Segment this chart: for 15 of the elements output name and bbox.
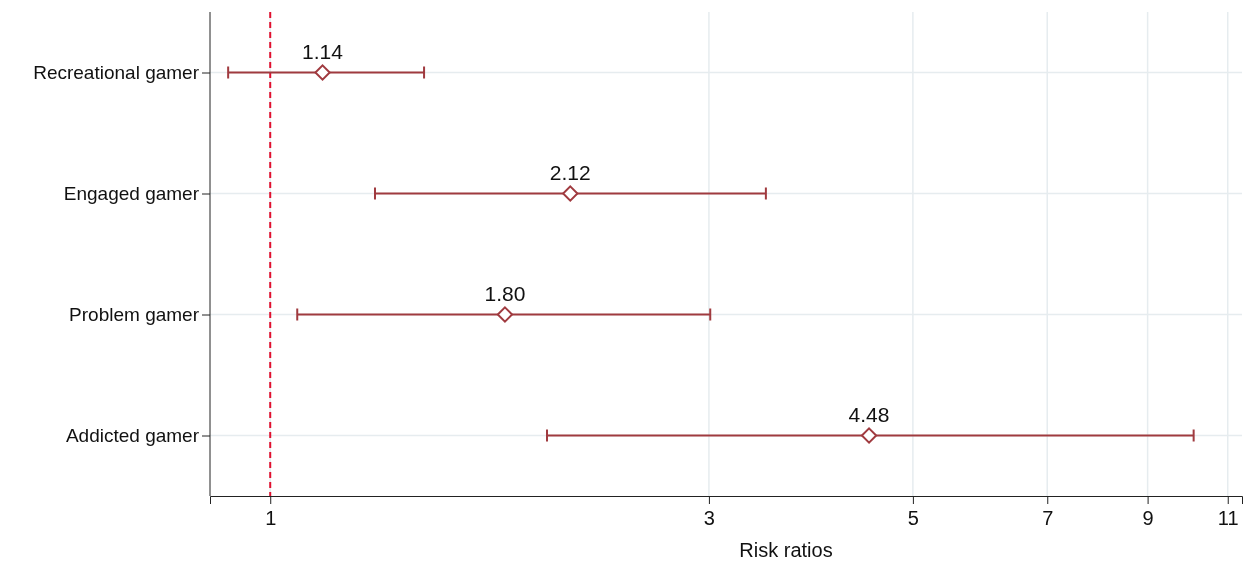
x-axis-title: Risk ratios — [739, 539, 833, 561]
data-label: 4.48 — [848, 402, 890, 426]
x-tick-label: 1 — [265, 507, 277, 529]
y-tick-label: Recreational gamer — [33, 62, 200, 84]
data-label: 1.80 — [484, 281, 526, 305]
data-label: 1.14 — [302, 39, 344, 63]
x-tick-label: 5 — [907, 507, 919, 529]
y-tick-label: Problem gamer — [69, 304, 200, 326]
y-tick-label: Addicted gamer — [65, 425, 200, 447]
x-tick-label: 3 — [703, 507, 715, 529]
x-tick-label: 9 — [1142, 507, 1154, 529]
x-tick-label: 7 — [1042, 507, 1054, 529]
y-tick-label: Engaged gamer — [63, 183, 200, 205]
x-tick-label: 11 — [1217, 507, 1239, 529]
data-label: 2.12 — [549, 160, 591, 184]
